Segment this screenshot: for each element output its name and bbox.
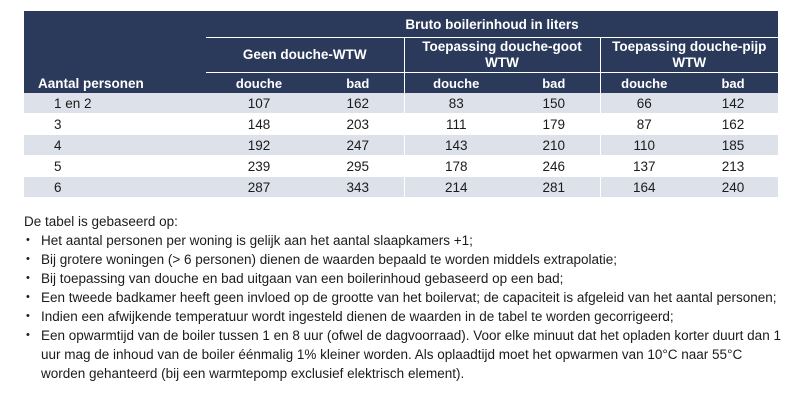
value-cell: 148 <box>206 113 312 135</box>
note-item: Indien een afwijkende temperatuur wordt … <box>24 307 784 326</box>
note-item: Bij grotere woningen (> 6 personen) dien… <box>24 250 784 269</box>
persons-cell: 6 <box>24 176 206 198</box>
value-cell: 185 <box>688 134 778 156</box>
value-cell: 110 <box>599 134 688 156</box>
persons-cell: 3 <box>24 113 206 135</box>
value-cell: 214 <box>403 176 508 198</box>
notes-list: Het aantal personen per woning is gelijk… <box>24 231 784 383</box>
subcolumn-header: bad <box>688 72 778 93</box>
header-blank-cell <box>24 11 206 38</box>
value-cell: 137 <box>599 155 688 177</box>
value-cell: 192 <box>206 134 312 156</box>
table-row: 4 192 247 143 210 110 185 <box>24 134 778 156</box>
notes-intro: De tabel is gebaseerd op: <box>24 214 178 229</box>
value-cell: 150 <box>508 93 600 114</box>
value-cell: 343 <box>312 176 404 198</box>
table-row: 1 en 2 107 162 83 150 66 142 <box>24 93 778 114</box>
value-cell: 213 <box>688 155 778 177</box>
subcolumn-header: douche <box>206 72 312 93</box>
value-cell: 281 <box>508 176 600 198</box>
persons-cell: 4 <box>24 134 206 156</box>
value-cell: 246 <box>508 155 600 177</box>
value-cell: 83 <box>403 93 508 114</box>
value-cell: 162 <box>688 113 778 135</box>
value-cell: 164 <box>599 176 688 198</box>
value-cell: 295 <box>312 155 404 177</box>
note-item: Een tweede badkamer heeft geen invloed o… <box>24 288 784 307</box>
note-item: Het aantal personen per woning is gelijk… <box>24 231 784 250</box>
group-header-douche-pijp: Toepassing douche-pijp WTW <box>599 37 778 73</box>
value-cell: 247 <box>312 134 404 156</box>
persons-cell: 5 <box>24 155 206 177</box>
value-cell: 143 <box>403 134 508 156</box>
subcolumn-header: bad <box>312 72 404 93</box>
table-notes: De tabel is gebaseerd op: Het aantal per… <box>24 212 784 383</box>
value-cell: 179 <box>508 113 600 135</box>
value-cell: 240 <box>688 176 778 198</box>
table-caption: Bruto boilerinhoud in liters <box>206 11 778 38</box>
table-row: 5 239 295 178 246 137 213 <box>24 155 778 177</box>
group-header-douche-goot: Toepassing douche-goot WTW <box>403 37 600 73</box>
value-cell: 111 <box>403 113 508 135</box>
group-header-geen-wtw: Geen douche-WTW <box>206 37 404 73</box>
value-cell: 203 <box>312 113 404 135</box>
value-cell: 239 <box>206 155 312 177</box>
note-item: Een opwarmtijd van de boiler tussen 1 en… <box>24 326 784 383</box>
value-cell: 87 <box>599 113 688 135</box>
persons-column-header: Aantal personen <box>24 37 206 93</box>
boiler-capacity-table: Bruto boilerinhoud in liters Aantal pers… <box>24 11 778 198</box>
persons-cell: 1 en 2 <box>24 93 206 114</box>
value-cell: 142 <box>688 93 778 114</box>
subcolumn-header: bad <box>508 72 600 93</box>
value-cell: 210 <box>508 134 600 156</box>
subcolumn-header: douche <box>599 72 688 93</box>
value-cell: 287 <box>206 176 312 198</box>
note-item: Bij toepassing van douche en bad uitgaan… <box>24 269 784 288</box>
value-cell: 107 <box>206 93 312 114</box>
table-row: 3 148 203 111 179 87 162 <box>24 113 778 135</box>
subcolumn-header: douche <box>403 72 508 93</box>
value-cell: 178 <box>403 155 508 177</box>
value-cell: 162 <box>312 93 404 114</box>
value-cell: 66 <box>599 93 688 114</box>
table-row: 6 287 343 214 281 164 240 <box>24 176 778 198</box>
